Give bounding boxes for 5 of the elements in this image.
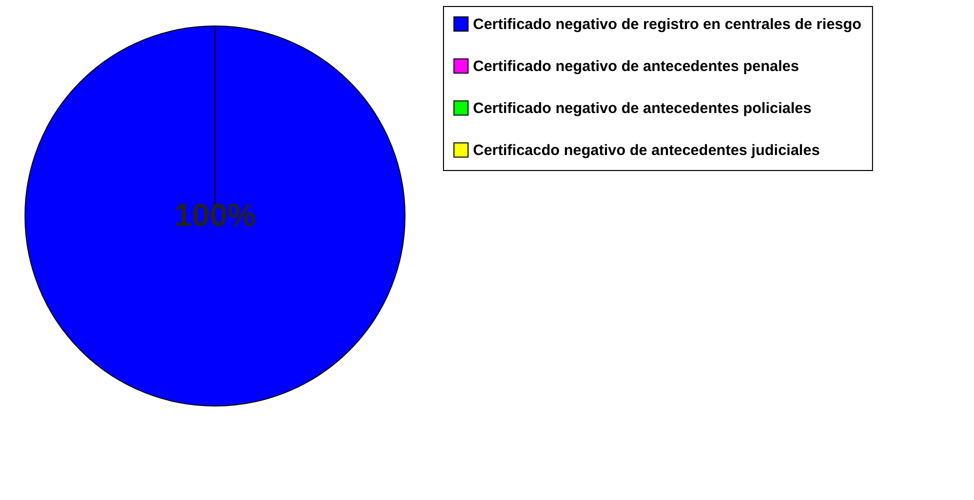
legend-label: Certificado negativo de antecedentes penales [473, 58, 799, 75]
legend-label: Certificacdo negativo de antecedentes judiciales [473, 142, 820, 159]
legend-label: Certificado negativo de registro en centrales de riesgo [473, 16, 862, 33]
data-label: 100% [174, 197, 256, 233]
legend-label: Certificado negativo de antecedentes policiales [473, 100, 812, 117]
